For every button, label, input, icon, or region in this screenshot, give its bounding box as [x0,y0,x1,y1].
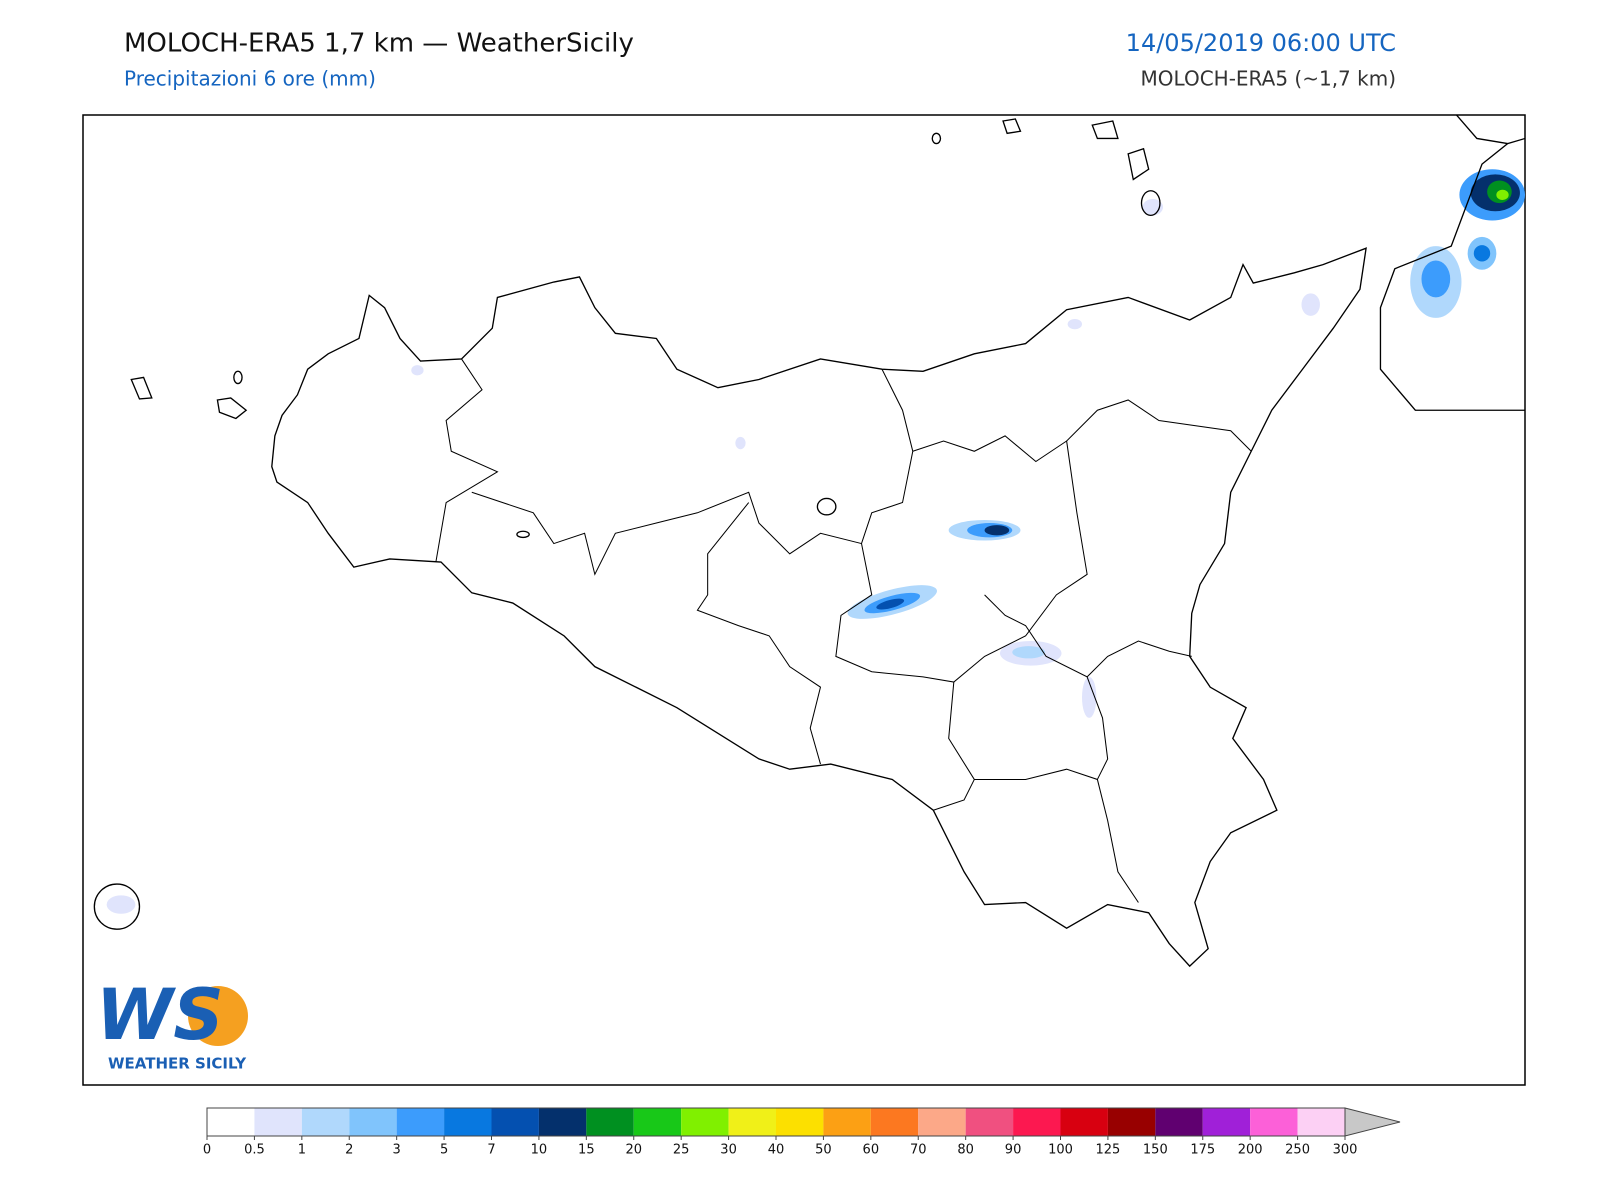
colorbar-segment [823,1108,871,1136]
map-frame [82,114,1526,1086]
logo: WS WEATHER SICILY [96,974,248,1073]
colorbar-segment [1250,1108,1298,1136]
colorbar-tick-label: 0 [203,1143,211,1158]
colorbar-tick-label: 5 [440,1143,448,1158]
title: MOLOCH-ERA5 1,7 km — WeatherSicily [124,29,634,59]
colorbar-tick-label: 70 [910,1143,927,1158]
colorbar-tick-label: 15 [578,1143,595,1158]
subtitle: Precipitazioni 6 ore (mm) [124,67,376,91]
colorbar-tick-label: 150 [1143,1143,1168,1158]
colorbar-segment [1297,1108,1345,1136]
colorbar-segment [870,1108,919,1136]
islands [93,118,1161,930]
colorbar-segment [918,1108,966,1136]
map-content [93,114,1526,968]
coastline-calabria-north [1455,114,1508,145]
colorbar-segment [1060,1108,1108,1136]
colorbar-tick-label: 50 [815,1143,832,1158]
colorbar-tick-label: 100 [1048,1143,1073,1158]
colorbar-tick-label: 10 [531,1143,548,1158]
colorbar-segment [633,1108,682,1136]
colorbar-segment [965,1108,1014,1136]
colorbar-tick-label: 25 [673,1143,690,1158]
colorbar-tick-label: 20 [625,1143,642,1158]
colorbar-segment [728,1108,776,1136]
colorbar-segment [1107,1108,1156,1136]
colorbar-segment [538,1108,587,1136]
colorbar-tick-label: 125 [1096,1143,1121,1158]
colorbar-tick-label: 60 [863,1143,880,1158]
colorbar-tick-label: 250 [1285,1143,1310,1158]
colorbar-tick-label: 40 [768,1143,785,1158]
model-label: MOLOCH-ERA5 (~1,7 km) [1141,67,1396,91]
colorbar-tick-label: 80 [957,1143,974,1158]
colorbar-tick-label: 0.5 [244,1143,265,1158]
colorbar-segment [254,1108,302,1136]
colorbar-segment [1155,1108,1203,1136]
colorbar-extension [1344,1107,1401,1137]
provinces [435,358,1252,903]
colorbar-tick-label: 7 [487,1143,495,1158]
colorbar-segment [301,1108,350,1136]
colorbar-tick-label: 30 [720,1143,737,1158]
colorbar-segment [776,1108,824,1136]
colorbar-segment [1013,1108,1061,1136]
colorbar-segment [491,1108,539,1136]
logo-mark: WS [96,974,224,1056]
colorbar-segment [586,1108,634,1136]
colorbar-segment [1202,1108,1251,1136]
colorbar-tick-label: 1 [298,1143,306,1158]
logo-text: WEATHER SICILY [108,1055,247,1073]
colorbar-tick-label: 300 [1333,1143,1358,1158]
precipitation [106,169,1526,914]
colorbar-tick-label: 2 [345,1143,353,1158]
colorbar-segment [444,1108,492,1136]
coastline-calabria [1379,137,1526,411]
colorbar-tick-label: 200 [1238,1143,1263,1158]
datetime: 14/05/2019 06:00 UTC [1126,29,1396,57]
colorbar-segment [681,1108,729,1136]
colorbar-segment [349,1108,397,1136]
colorbar-segment [207,1108,255,1136]
colorbar-segment [396,1108,445,1136]
coastline [271,247,1367,968]
colorbar-tick-label: 3 [393,1143,401,1158]
colorbar: 0 0.5 1 2 3 5 7 10 15 20 25 30 40 50 60 70 80 90 100 125 150… [203,1107,1401,1158]
colorbar-tick-label: 90 [1005,1143,1022,1158]
colorbar-tick-label: 175 [1190,1143,1215,1158]
